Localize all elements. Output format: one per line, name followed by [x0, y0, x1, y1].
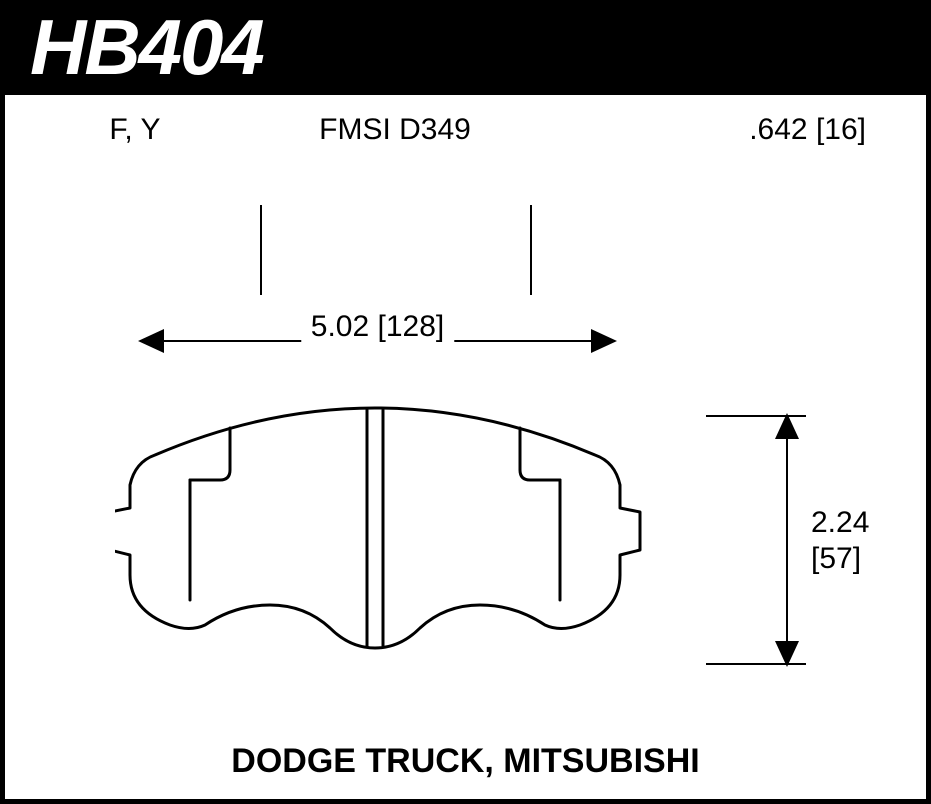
spec-fmsi: FMSI D349 [265, 113, 525, 147]
spec-row: F, Y FMSI D349 .642 [16] [5, 95, 926, 195]
spec-compounds: F, Y [5, 113, 265, 147]
brake-pad-outline [115, 400, 655, 680]
thickness-mm: 16 [824, 113, 857, 146]
width-in: 5.02 [311, 310, 369, 343]
part-number: HB404 [30, 2, 263, 93]
spec-thickness: .642 [16] [525, 113, 926, 147]
diagram-area: 5.02 [128] [5, 305, 926, 739]
height-in: 2.24 [811, 506, 869, 539]
height-dim-label: 2.24 [57] [811, 505, 869, 577]
height-dim-line [786, 415, 788, 665]
width-dimension: 5.02 [128] [140, 315, 615, 365]
arrow-down-icon [775, 641, 799, 667]
arrow-left-icon [138, 329, 164, 353]
width-mm: 128 [386, 310, 436, 343]
width-dim-label: 5.02 [128] [301, 310, 454, 344]
divider-2 [530, 205, 532, 295]
header-bar: HB404 [0, 0, 931, 95]
arrow-right-icon [591, 329, 617, 353]
divider-1 [260, 205, 262, 295]
height-mm: 57 [819, 542, 852, 575]
thickness-in: .642 [749, 113, 807, 146]
applications-label: DODGE TRUCK, MITSUBISHI [5, 742, 926, 781]
height-dimension: 2.24 [57] [766, 415, 886, 665]
content-frame: F, Y FMSI D349 .642 [16] 5.02 [128] [0, 95, 931, 804]
arrow-up-icon [775, 413, 799, 439]
